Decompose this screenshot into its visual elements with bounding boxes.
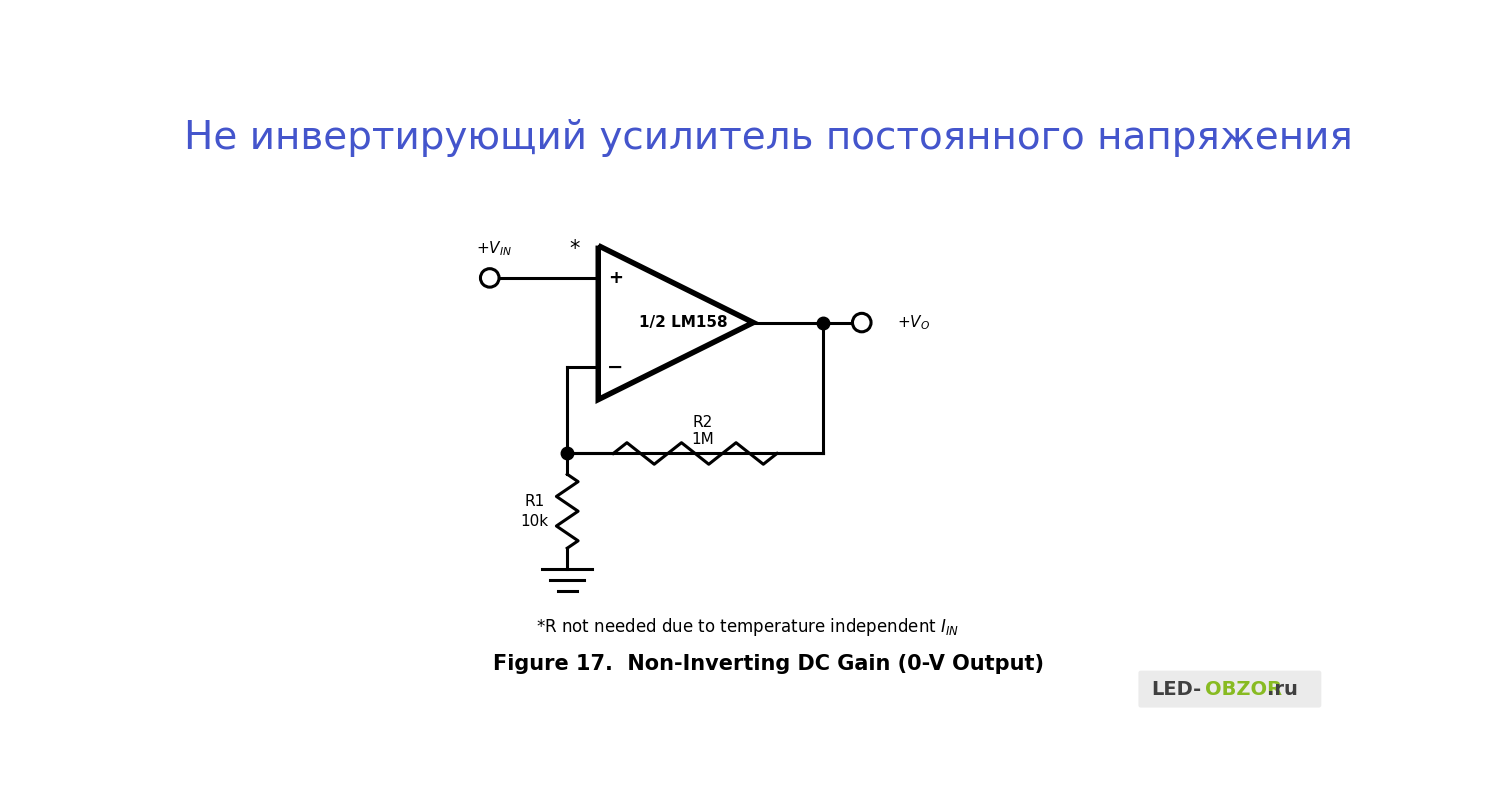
Text: LED-: LED- <box>1150 680 1202 699</box>
Text: +: + <box>608 269 622 287</box>
Text: OBZOR: OBZOR <box>1204 680 1282 699</box>
Text: Не инвертирующий усилитель постоянного напряжения: Не инвертирующий усилитель постоянного н… <box>184 119 1353 157</box>
Text: R2: R2 <box>693 415 712 430</box>
Text: −: − <box>608 358 624 377</box>
Text: R1
10k: R1 10k <box>520 494 549 528</box>
Text: $+V_{IN}$: $+V_{IN}$ <box>476 239 512 258</box>
Text: 1/2 LM158: 1/2 LM158 <box>639 315 728 330</box>
Text: .ru: .ru <box>1268 680 1298 699</box>
Text: 1M: 1M <box>692 432 714 447</box>
FancyBboxPatch shape <box>1138 671 1322 708</box>
Text: *: * <box>570 238 580 259</box>
Text: Figure 17.  Non-Inverting DC Gain (0-V Output): Figure 17. Non-Inverting DC Gain (0-V Ou… <box>494 654 1044 674</box>
Text: *R not needed due to temperature independent $I_{IN}$: *R not needed due to temperature indepen… <box>537 616 960 638</box>
Text: $+V_O$: $+V_O$ <box>897 314 930 332</box>
